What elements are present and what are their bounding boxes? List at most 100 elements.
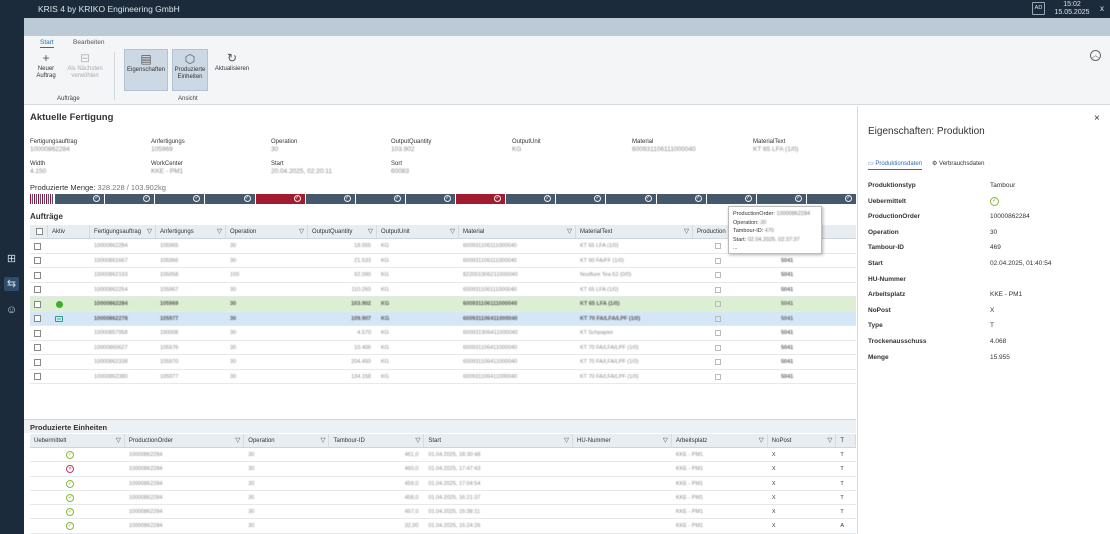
col-header[interactable]: T	[836, 434, 856, 447]
close-panel-button[interactable]: ×	[1094, 113, 1100, 124]
cell-hu	[573, 505, 672, 518]
filter-icon[interactable]: ▽	[564, 437, 570, 444]
cell-start: 01.04.2025, 15:24:26	[428, 523, 481, 530]
filter-icon[interactable]: ▽	[235, 437, 241, 444]
ribbon-separator	[114, 52, 115, 100]
field-value: 103.902	[391, 146, 415, 153]
filter-icon[interactable]: ▽	[684, 228, 689, 235]
col-header[interactable]: Aktiv	[48, 225, 90, 238]
table-row[interactable]: ✓ 10000862284 30 457,0 01.04.2025, 15:38:11 K…	[30, 505, 856, 520]
property-value: 30	[990, 228, 998, 236]
property-key: HU-Nummer	[868, 275, 906, 283]
filter-icon[interactable]: ▽	[147, 228, 152, 235]
row-checkbox[interactable]	[30, 239, 48, 253]
col-header[interactable]: Fertigungsauftrag ▽	[90, 225, 156, 238]
cell-sort: 5041	[781, 373, 794, 380]
production-icon[interactable]: ⇆	[4, 277, 19, 291]
field-label: MaterialText	[753, 139, 786, 145]
field-label: OutputQuantity	[391, 139, 432, 145]
row-checkbox[interactable]	[30, 268, 48, 282]
row-checkbox[interactable]	[30, 370, 48, 384]
col-header-label: Start	[428, 438, 442, 444]
table-row[interactable]: 10000862254 105967 30 110.260 KG 600931106111…	[30, 282, 856, 297]
row-active-cell	[48, 355, 90, 369]
table-row[interactable]: 10000862284 105969 30 103.902 KG 600931106111…	[30, 297, 856, 312]
col-header[interactable]: OutputUnit ▽	[377, 225, 459, 238]
filter-icon[interactable]: ▽	[567, 228, 572, 235]
row-active-cell	[48, 370, 90, 384]
select-next-button[interactable]: ⊟ Als Nächsten verwöhlen	[63, 49, 107, 91]
row-checkbox[interactable]	[30, 326, 48, 340]
row-checkbox[interactable]	[30, 312, 48, 326]
col-header[interactable]: Arbeitsplatz ▽	[672, 434, 768, 447]
table-row[interactable]: 10000857958 190008 30 4.570 KG 60093190641100…	[30, 326, 856, 341]
row-checkbox[interactable]	[30, 283, 48, 297]
close-window-button[interactable]: x	[1100, 4, 1104, 13]
new-order-button[interactable]: + Neuer Auftrag	[24, 49, 68, 91]
col-header[interactable]: Start ▽	[424, 434, 574, 447]
col-header[interactable]: Uebermittelt ▽	[30, 434, 125, 447]
row-active-cell	[48, 239, 90, 253]
property-row: ProductionOrder 10000862284	[868, 213, 1108, 229]
table-row[interactable]: ✓ 10000862284 30 461,0 01.04.2025, 18:30:48 K…	[30, 448, 856, 463]
col-header[interactable]: NoPost ▽	[768, 434, 837, 447]
col-header[interactable]: Tambour-ID ▽	[329, 434, 425, 447]
table-row[interactable]: 10000862380 105977 30 134.158 KG 600931106411…	[30, 369, 856, 384]
filter-icon[interactable]: ▽	[758, 437, 764, 444]
refresh-button[interactable]: ↻ Aktualisieren	[210, 49, 254, 91]
col-header[interactable]: OutputQuantity ▽	[308, 225, 377, 238]
table-row[interactable]: ✓ 10000862284 30 32,00 01.04.2025, 15:24:26 K…	[30, 519, 856, 534]
row-checkbox[interactable]	[30, 297, 48, 311]
filter-icon[interactable]: ▽	[299, 228, 304, 235]
property-key: Tambour-ID	[868, 244, 904, 252]
row-checkbox[interactable]	[30, 355, 48, 369]
col-header[interactable]: Material ▽	[459, 225, 576, 238]
cell-op: 30	[248, 466, 255, 473]
table-row[interactable]: 10000862338 105970 30 204.493 KG 600931106411…	[30, 355, 856, 370]
tab-start[interactable]: Start	[40, 39, 54, 48]
tab-bearbeiten[interactable]: Bearbeiten	[73, 39, 105, 46]
produced-units-button[interactable]: ⬡ Produzierte Einheiten	[172, 49, 208, 91]
filter-icon[interactable]: ▽	[450, 228, 455, 235]
segment-check-icon: ✓	[243, 195, 251, 202]
tab-verbrauchsdaten[interactable]: ⚙ Verbrauchsdaten	[932, 161, 985, 167]
filter-icon[interactable]: ▽	[368, 228, 373, 235]
col-header[interactable]: Anfertigungs ▽	[156, 225, 226, 238]
dashboard-icon[interactable]: ⊞	[6, 253, 17, 265]
collapse-ribbon-icon[interactable]: ︿	[1090, 50, 1101, 61]
table-row[interactable]: × 10000862284 30 460,0 01.04.2025, 17:47:43 K…	[30, 462, 856, 477]
table-row[interactable]: 10000861667 105966 30 21.533 KG 6009311061110…	[30, 253, 856, 268]
transmitted-cell: ✓	[30, 491, 125, 504]
table-row[interactable]: 10000860627 105976 30 10.406 KG 6009311064110…	[30, 340, 856, 355]
filter-icon[interactable]: ▽	[827, 437, 833, 444]
table-row[interactable]: 10000862193 105958 100 92.090 KG 822001906211…	[30, 268, 856, 283]
filter-icon[interactable]: ▽	[662, 437, 668, 444]
filter-icon[interactable]: ▽	[320, 437, 326, 444]
col-header[interactable]: Operation ▽	[244, 434, 330, 447]
col-header[interactable]: ProductionOrder ▽	[125, 434, 245, 447]
properties-button[interactable]: ▤ Eigenschaften	[124, 49, 168, 91]
user-avatar[interactable]: AD	[1032, 2, 1045, 15]
cell-mat: 600931106111000040	[463, 286, 517, 293]
orders-title: Aufträge	[30, 212, 63, 221]
cell-qty: 109.907	[351, 315, 371, 322]
tab-produktionsdaten[interactable]: ▭ Produktionsdaten	[868, 160, 923, 170]
filter-icon[interactable]: ▽	[217, 228, 222, 235]
select-all-checkbox[interactable]	[30, 225, 48, 238]
row-checkbox[interactable]	[30, 341, 48, 355]
table-row[interactable]: ✓ 10000862284 30 458,0 01.04.2025, 16:21:37 K…	[30, 490, 856, 506]
filter-icon[interactable]: ▽	[415, 437, 421, 444]
filter-icon[interactable]: ▽	[115, 437, 121, 444]
users-icon[interactable]: ☺	[5, 304, 18, 316]
table-row[interactable]: 10000862284 105965 30 18.555 KG 6009311061110…	[30, 239, 856, 254]
cell-qty: 18.555	[354, 243, 371, 249]
table-row[interactable]: ▭ 10000862278 105977 30 109.907 KG 60093110641…	[30, 311, 856, 326]
table-row[interactable]: ✓ 10000862284 30 459,0 01.04.2025, 17:04:54 K…	[30, 476, 856, 491]
col-header[interactable]: MaterialText ▽	[576, 225, 693, 238]
check-circle-icon: ✓	[66, 493, 74, 502]
segment-check-icon: ✓	[343, 195, 351, 202]
col-header[interactable]: HU-Nummer ▽	[573, 434, 672, 447]
row-checkbox[interactable]	[30, 254, 48, 268]
cell-production	[693, 268, 777, 282]
col-header[interactable]: Operation ▽	[226, 225, 308, 238]
